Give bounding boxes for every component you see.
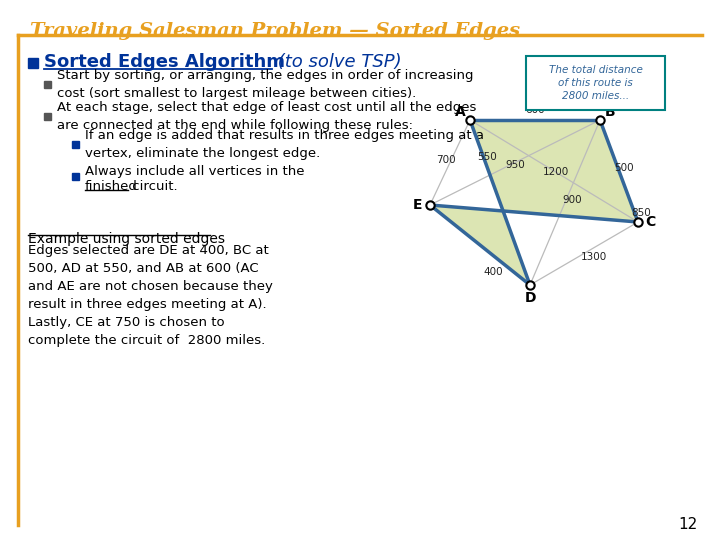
Text: 400: 400: [483, 267, 503, 277]
Text: A: A: [454, 105, 465, 119]
Text: Traveling Salesman Problem — Sorted Edges: Traveling Salesman Problem — Sorted Edge…: [30, 22, 520, 40]
Text: E: E: [413, 198, 422, 212]
Bar: [44, 81, 51, 88]
Text: 900: 900: [562, 195, 582, 205]
Text: (to solve TSP): (to solve TSP): [272, 53, 402, 71]
Text: Always include all vertices in the: Always include all vertices in the: [85, 165, 305, 179]
Text: Sorted Edges Algorithm: Sorted Edges Algorithm: [44, 53, 285, 71]
Bar: [28, 58, 38, 68]
Text: 700: 700: [436, 155, 456, 165]
Bar: [72, 173, 79, 180]
Text: 500: 500: [614, 163, 634, 173]
Text: 850: 850: [631, 208, 651, 218]
Text: Example using sorted edges: Example using sorted edges: [28, 232, 225, 246]
FancyBboxPatch shape: [526, 56, 665, 110]
Text: At each stage, select that edge of least cost until all the edges
are connected : At each stage, select that edge of least…: [57, 100, 477, 132]
Polygon shape: [430, 120, 638, 285]
Text: 1200: 1200: [543, 167, 569, 177]
Bar: [72, 141, 79, 148]
Text: D: D: [524, 291, 536, 305]
Text: The total distance
of this route is
2800 miles...: The total distance of this route is 2800…: [549, 65, 642, 101]
Text: 950: 950: [505, 160, 525, 170]
Text: Edges selected are DE at 400, BC at
500, AD at 550, and AB at 600 (AC
and AE are: Edges selected are DE at 400, BC at 500,…: [28, 244, 273, 347]
Text: 600: 600: [525, 105, 545, 115]
Text: B: B: [605, 105, 616, 119]
Text: 550: 550: [477, 152, 497, 162]
Text: 1300: 1300: [581, 252, 607, 262]
Text: 12: 12: [679, 517, 698, 532]
Text: finished: finished: [85, 179, 138, 192]
Text: C: C: [645, 215, 655, 229]
Text: If an edge is added that results in three edges meeting at a
vertex, eliminate t: If an edge is added that results in thre…: [85, 129, 484, 159]
Text: Start by sorting, or arranging, the edges in order of increasing
cost (sort smal: Start by sorting, or arranging, the edge…: [57, 69, 474, 99]
Bar: [44, 113, 51, 120]
Text: circuit.: circuit.: [128, 179, 178, 192]
